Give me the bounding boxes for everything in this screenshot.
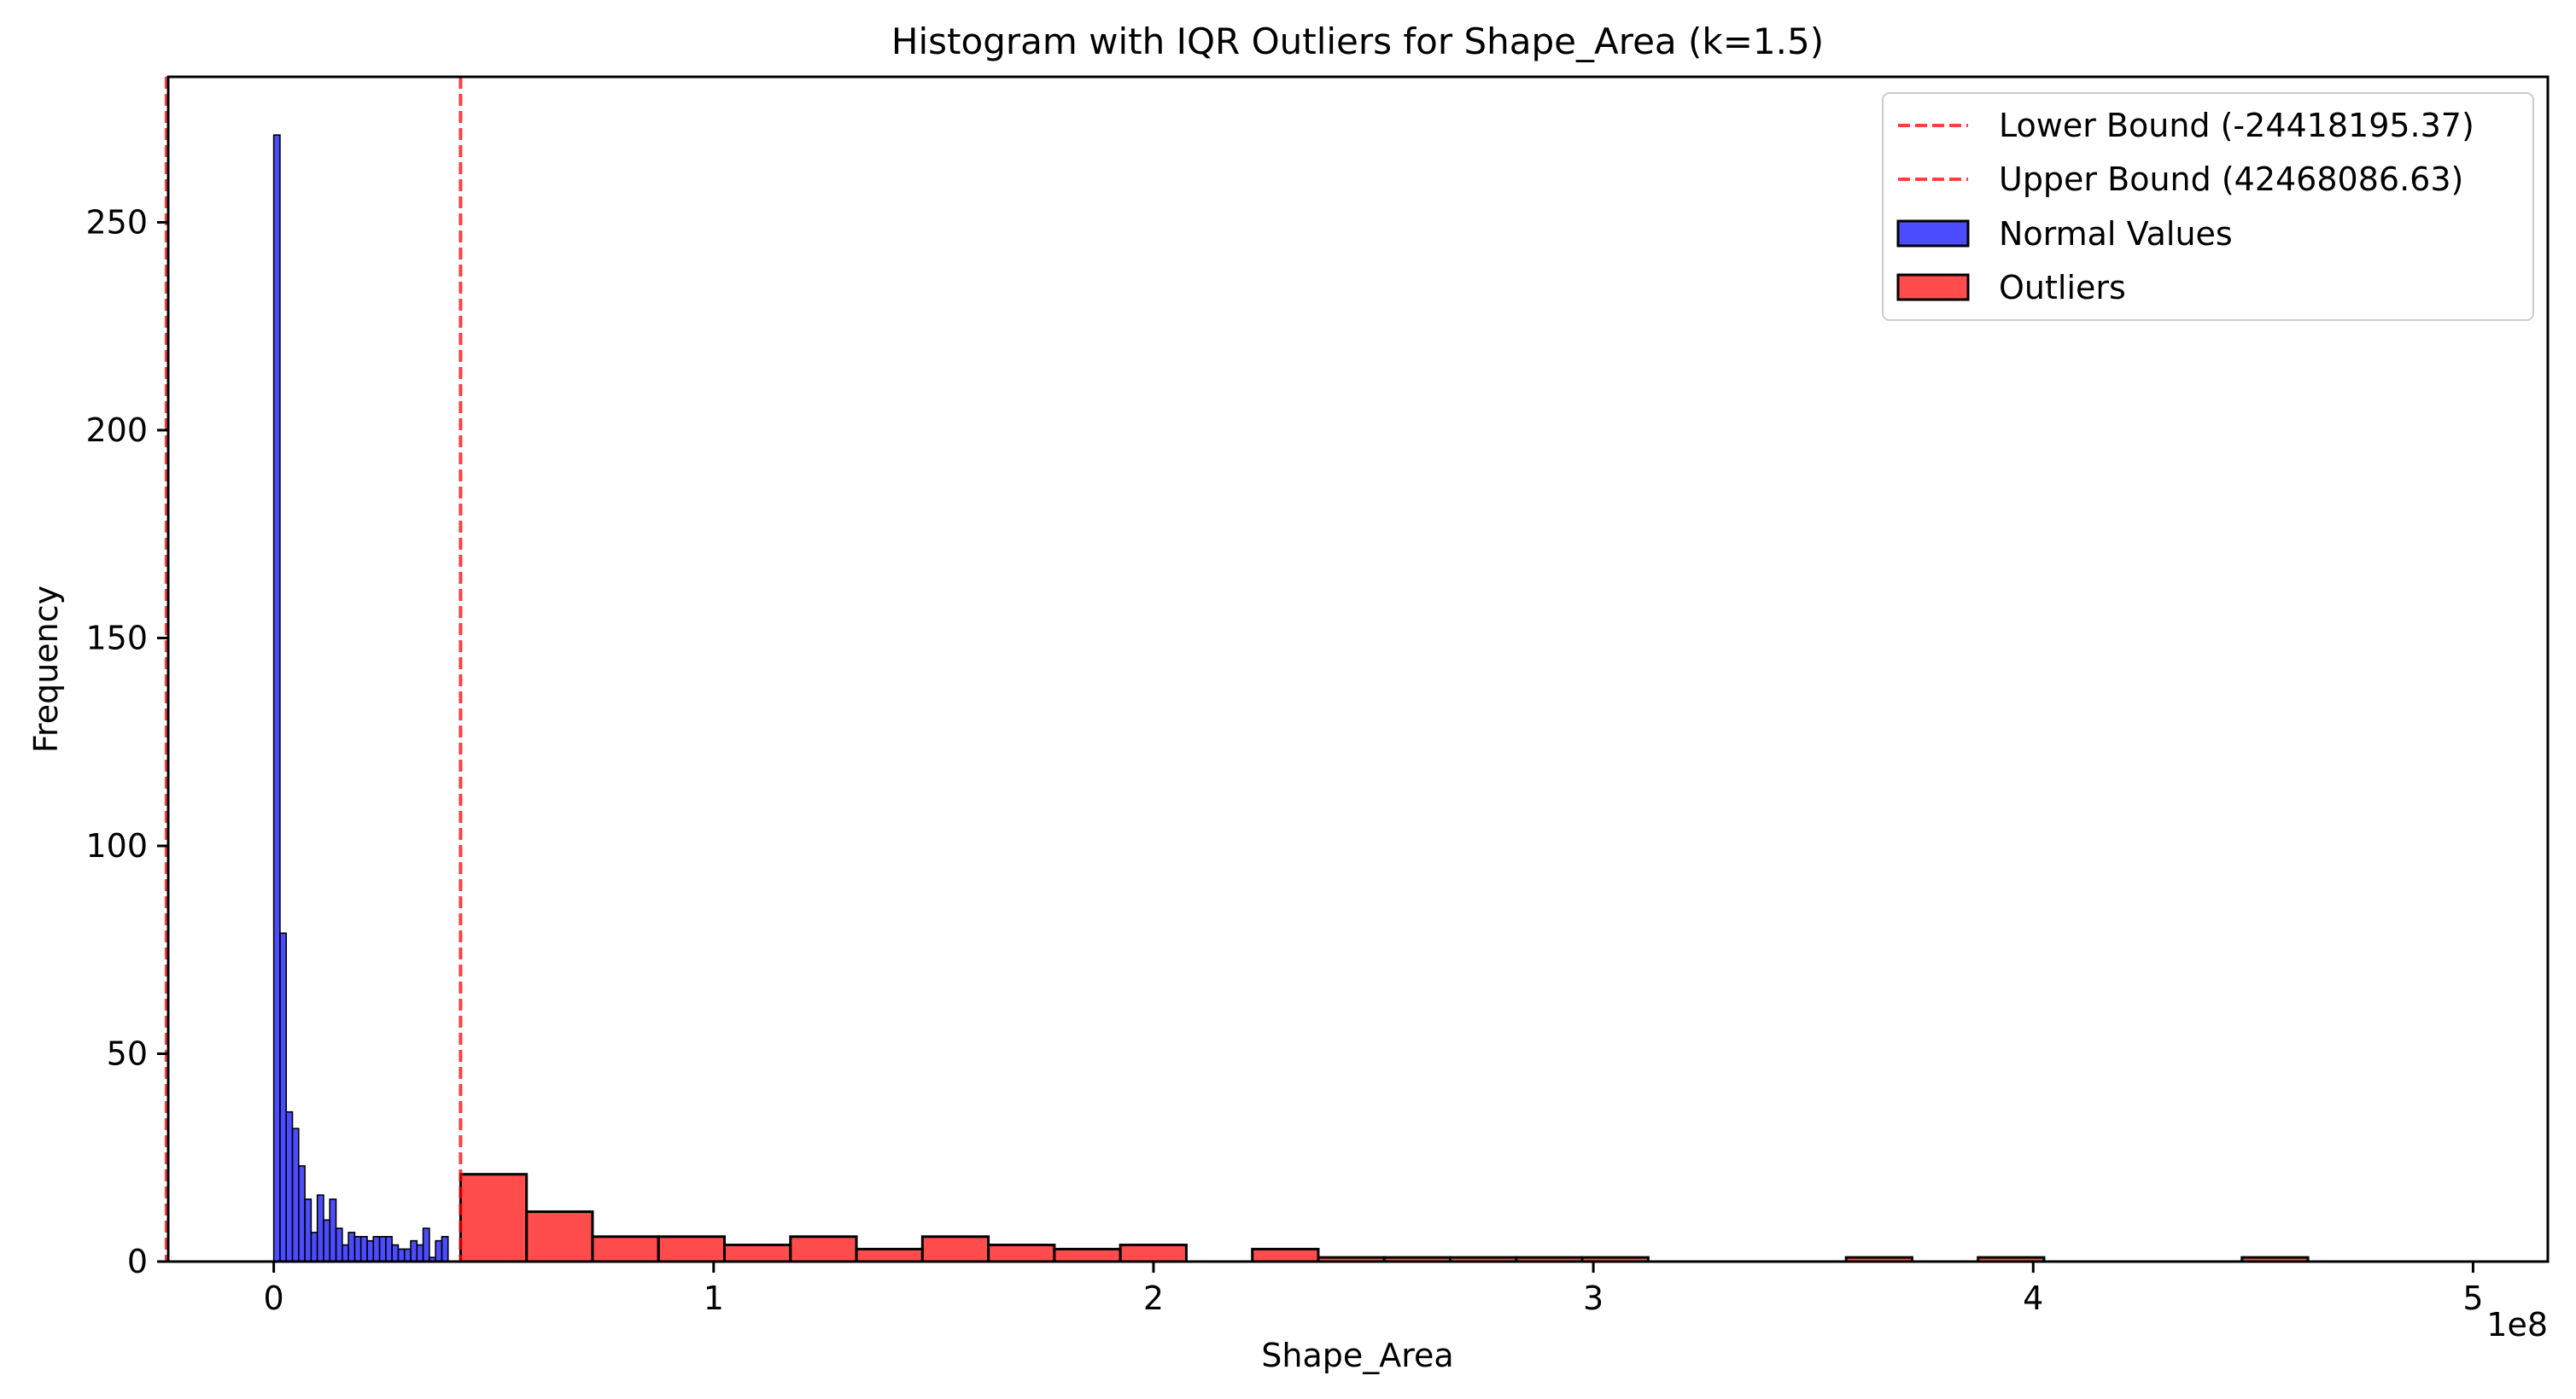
y-axis: 0 50 100 150 200 250 [85,203,168,1280]
reference-lines [164,77,463,1262]
x-tick-label: 5 [2462,1280,2483,1317]
legend: Lower Bound (-24418195.37) Upper Bound (… [1882,92,2534,321]
normal-bar [342,1244,349,1262]
outlier-bar [459,1173,529,1263]
outlier-bar [591,1235,660,1263]
y-tick-label: 250 [85,203,148,241]
normal-bar [285,1110,294,1262]
outlier-bar [855,1247,924,1263]
normal-bar [403,1248,412,1262]
y-axis-label: Frequency [27,586,65,753]
normal-bar [316,1194,324,1262]
outlier-bar [920,1235,990,1263]
normal-bar [304,1198,313,1262]
legend-outliers-label: Outliers [1999,269,2126,306]
legend-upper-bound-label: Upper Bound (42468086.63) [1999,160,2463,198]
outlier-bar [525,1210,594,1263]
outlier-bar [1251,1247,1320,1263]
normal-bar [372,1235,381,1262]
histogram-bars [272,134,2310,1263]
legend-normal-label: Normal Values [1999,215,2233,253]
normal-bar [323,1219,331,1262]
chart-title: Histogram with IQR Outliers for Shape_Ar… [891,20,1824,62]
outlier-bar [789,1235,858,1263]
normal-bar [385,1235,393,1262]
x-offset-label: 1e8 [2486,1306,2548,1344]
normal-bar [329,1198,337,1262]
y-tick-label: 50 [107,1035,148,1072]
normal-bar [279,932,288,1262]
y-tick-label: 150 [85,619,148,656]
normal-bar [378,1235,387,1262]
normal-bar [435,1239,443,1262]
normal-bar [397,1248,406,1262]
y-tick-label: 200 [85,411,148,449]
normal-bar [297,1165,306,1262]
y-tick-label: 0 [127,1243,148,1280]
x-tick-label: 4 [2023,1280,2043,1317]
outlier-bar [1053,1247,1122,1263]
legend-box [1882,92,2534,321]
normal-bar [422,1227,430,1262]
outlier-bar [1119,1244,1188,1263]
legend-outliers-swatch [1896,273,1970,301]
normal-bar [335,1227,343,1262]
normal-bar [410,1239,418,1262]
outlier-bar [657,1235,727,1263]
normal-bar [353,1235,362,1262]
outlier-bar [987,1244,1056,1263]
y-tick-label: 100 [85,827,148,865]
normal-bar [416,1244,424,1262]
x-tick-label: 2 [1143,1280,1164,1317]
legend-normal-swatch [1896,219,1970,248]
normal-bar [291,1128,300,1262]
x-tick-label: 3 [1583,1280,1603,1317]
x-tick-label: 1 [704,1280,724,1317]
normal-bar [441,1235,449,1262]
x-axis: 0 1 2 3 4 5 [264,1262,2484,1317]
plot-frame [166,75,2550,1263]
normal-bar [366,1239,375,1262]
normal-bar [272,134,281,1262]
outlier-bar [723,1244,792,1263]
normal-bar [310,1232,318,1262]
x-axis-label: Shape_Area [1261,1337,1453,1374]
normal-bar [348,1232,356,1262]
normal-bar [391,1244,400,1262]
legend-lower-bound-label: Lower Bound (-24418195.37) [1999,107,2474,144]
normal-bar [359,1235,368,1262]
x-tick-label: 0 [264,1280,284,1317]
